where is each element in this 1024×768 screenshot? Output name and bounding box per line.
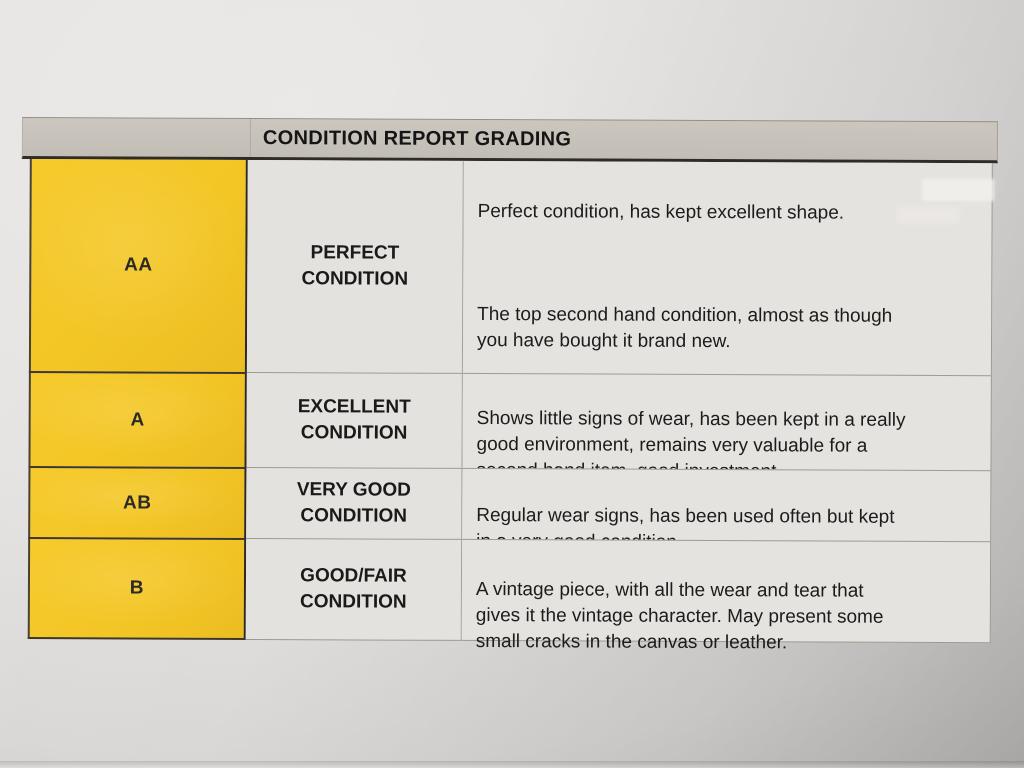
table-row: AB VERY GOOD CONDITION Regular wear sign… <box>28 466 992 553</box>
condition-label-cell: PERFECT CONDITION <box>246 159 464 373</box>
description-paragraph: The top second hand condition, almost as… <box>476 303 893 353</box>
condition-label-cell: VERY GOOD CONDITION <box>246 466 463 539</box>
condition-label-cell: GOOD/FAIR CONDITION <box>245 537 463 641</box>
grade-cell: B <box>27 537 247 640</box>
description-cell: Regular wear signs, has been used often … <box>462 467 992 553</box>
condition-grading-table: CONDITION REPORT GRADING AA PERFECT COND… <box>20 117 998 653</box>
table-row: AA PERFECT CONDITION Perfect condition, … <box>28 159 993 429</box>
table-title: CONDITION REPORT GRADING <box>262 126 572 150</box>
condition-label-cell: EXCELLENT CONDITION <box>246 371 463 468</box>
description-cell: A vintage piece, with all the wear and t… <box>461 538 992 653</box>
grade-cell: A <box>28 371 247 467</box>
description-paragraph: A vintage piece, with all the wear and t… <box>475 578 884 654</box>
table-row: A EXCELLENT CONDITION Shows little signs… <box>28 371 992 482</box>
table-header-row: CONDITION REPORT GRADING <box>21 117 998 164</box>
table-body: AA PERFECT CONDITION Perfect condition, … <box>27 159 993 653</box>
header-spacer-cell <box>22 118 251 157</box>
description-cell: Perfect condition, has kept excellent sh… <box>462 160 993 429</box>
description-cell: Shows little signs of wear, has been kep… <box>462 372 992 482</box>
grade-cell: AA <box>28 159 248 372</box>
grade-cell: AB <box>28 466 247 538</box>
correction-patch <box>922 179 994 201</box>
table-row: B GOOD/FAIR CONDITION A vintage piece, w… <box>27 537 992 653</box>
correction-patch <box>896 206 960 224</box>
photo-bottom-edge <box>0 761 1024 768</box>
